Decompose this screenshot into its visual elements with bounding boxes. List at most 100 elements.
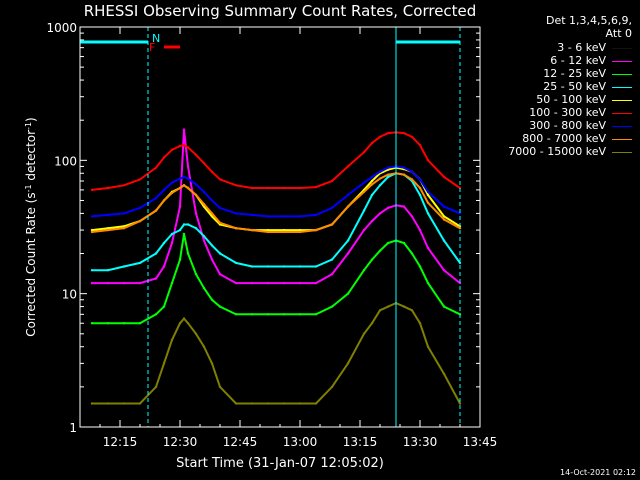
x-tick-label: 13:45: [463, 435, 498, 449]
plot-frame: [79, 26, 481, 428]
data-point: [194, 212, 198, 215]
data-point: [418, 178, 422, 181]
data-point: [362, 228, 366, 232]
legend-item: 3 - 6 keV: [474, 42, 632, 54]
data-point: [346, 193, 350, 197]
legend-item: 800 - 7000 keV: [474, 133, 632, 145]
legend-item: 25 - 50 keV: [474, 81, 632, 93]
data-point: [138, 261, 142, 265]
data-point: [194, 273, 198, 276]
data-point: [370, 286, 374, 290]
axes-layer: 12:15 12:30 12:45 13:00 13:15 13:30 13:45 1 10 10…: [46, 21, 497, 449]
data-point: [90, 402, 94, 405]
data-point: [266, 281, 270, 285]
data-point: [186, 186, 190, 190]
data-point: [266, 186, 270, 190]
data-point: [122, 227, 126, 230]
data-point: [362, 269, 366, 272]
series-layer: [90, 128, 462, 405]
data-point: [162, 188, 166, 192]
series-line-3to6keV-kev: [92, 194, 461, 365]
data-point: [282, 215, 286, 218]
data-point: [122, 402, 126, 405]
data-point: [362, 190, 366, 194]
data-point: [194, 153, 198, 156]
data-point: [418, 143, 422, 147]
data-point: [426, 201, 430, 204]
data-point: [138, 402, 142, 405]
legend-header-line-2: Att 0: [605, 27, 632, 40]
data-point: [234, 281, 238, 285]
data-point: [266, 228, 270, 232]
data-point: [194, 227, 198, 230]
data-point: [154, 209, 158, 212]
x-axis-label: Start Time (31-Jan-07 12:05:02): [176, 456, 384, 471]
data-point: [202, 345, 206, 348]
x-tick-label: 12:45: [223, 435, 258, 449]
data-point: [378, 170, 382, 173]
data-point: [282, 281, 286, 285]
legend-label: 100 - 300 keV: [529, 106, 606, 119]
legend-label: 800 - 7000 keV: [522, 132, 606, 145]
flare-marker-label: F: [149, 41, 155, 54]
data-point: [410, 178, 414, 181]
overlay-layer: NF: [79, 27, 461, 427]
data-point: [186, 212, 190, 215]
data-point: [210, 170, 214, 173]
data-point: [418, 228, 422, 232]
data-point: [170, 181, 174, 184]
data-point: [282, 265, 286, 268]
data-point: [202, 202, 206, 206]
legend-swatch: [612, 113, 632, 114]
data-point: [182, 184, 186, 187]
data-point: [106, 362, 110, 365]
data-point: [346, 252, 350, 255]
data-point: [458, 212, 462, 215]
data-point: [266, 215, 270, 218]
footer-date: 14-Oct-2021 02:12: [560, 468, 636, 477]
data-point: [418, 186, 422, 190]
data-point: [90, 269, 94, 272]
legend-item: 50 - 100 keV: [474, 94, 632, 106]
data-point: [162, 362, 166, 365]
x-tick-label: 13:15: [343, 435, 378, 449]
data-point: [386, 241, 390, 245]
data-point: [266, 402, 270, 405]
legend-item: 300 - 800 keV: [474, 120, 632, 132]
data-point: [170, 305, 174, 308]
data-point: [314, 281, 318, 285]
data-point: [442, 305, 446, 308]
data-point: [346, 239, 350, 242]
data-point: [218, 385, 222, 389]
data-point: [410, 135, 414, 139]
data-point: [154, 252, 158, 255]
data-point: [106, 227, 110, 230]
data-point: [178, 205, 182, 208]
data-point: [154, 385, 158, 389]
data-point: [170, 338, 174, 342]
data-point: [170, 232, 174, 236]
data-point: [90, 230, 94, 234]
y-label-mid: detector: [24, 130, 38, 185]
series-line-12to25keV-kev: [92, 233, 461, 325]
data-point: [378, 249, 382, 252]
data-point: [370, 179, 374, 183]
legend-item: 6 - 12 keV: [474, 55, 632, 67]
data-point: [194, 193, 198, 197]
data-point: [442, 218, 446, 221]
data-point: [170, 281, 174, 285]
data-point: [330, 223, 334, 226]
data-point: [346, 362, 350, 365]
data-point: [314, 213, 318, 217]
data-point: [378, 309, 382, 312]
data-point: [402, 131, 406, 135]
data-point: [402, 173, 406, 176]
data-point: [250, 213, 254, 217]
data-point: [410, 170, 414, 173]
data-point: [154, 166, 158, 169]
data-point: [386, 175, 390, 179]
data-point: [210, 362, 214, 365]
data-point: [386, 173, 390, 176]
data-point: [178, 177, 182, 180]
data-point: [442, 239, 446, 242]
